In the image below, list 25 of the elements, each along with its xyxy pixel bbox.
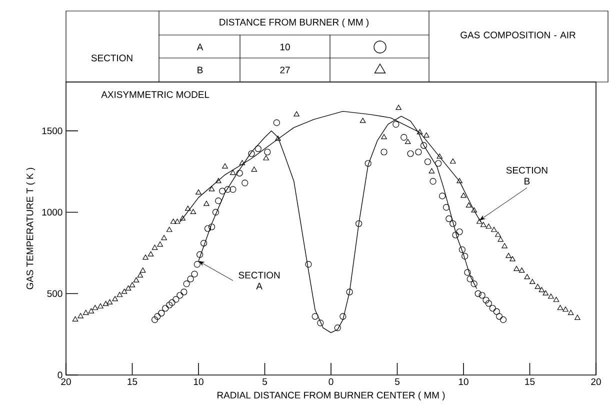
- y-tick-label: 500: [47, 290, 62, 297]
- legend-title: DISTANCE FROM BURNER ( MM ): [220, 18, 368, 28]
- text: 27: [280, 66, 290, 74]
- annotation: AXISYMMETRIC MODEL: [101, 91, 210, 98]
- annotation: SECTION B: [506, 166, 548, 184]
- text: SECTION: [91, 54, 132, 62]
- x-tick-label: 15: [525, 378, 535, 385]
- x-axis-title: RADIAL DISTANCE FROM BURNER CENTER ( MM ): [218, 392, 445, 400]
- x-tick-label: 20: [591, 378, 601, 386]
- x-tick-label: 5: [395, 378, 400, 385]
- y-tick-label: 1000: [42, 208, 62, 216]
- annotation: SECTION A: [238, 272, 280, 290]
- x-tick-label: 5: [262, 378, 267, 385]
- y-tick-label: 0: [58, 372, 62, 378]
- x-tick-label: 15: [128, 378, 138, 385]
- text: B: [198, 66, 203, 74]
- x-tick-label: 10: [194, 378, 204, 386]
- text: GAS COMPOSITION - AIR: [460, 32, 576, 38]
- text: A: [196, 44, 204, 50]
- x-tick-label: 0: [328, 378, 334, 386]
- x-tick-label: 10: [458, 378, 468, 386]
- y-tick-label: 1500: [42, 127, 62, 134]
- x-tick-label: 20: [61, 378, 71, 386]
- y-axis-title: GAS TEMPERATURE T ( K ): [26, 168, 36, 290]
- text: 10: [280, 44, 290, 50]
